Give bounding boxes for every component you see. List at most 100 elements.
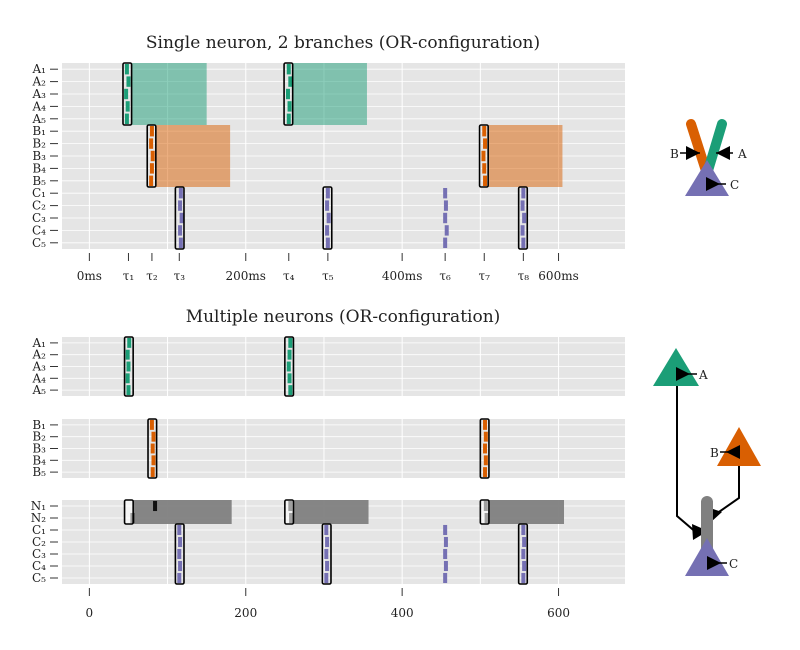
multi-0-spike-A-1-4 <box>288 385 293 396</box>
multi-2-spike-C-0-4 <box>177 572 182 584</box>
multi-2-box-2 <box>479 499 490 525</box>
multi-1-spike-B-0-3 <box>151 455 156 466</box>
multi-2-shade-0 <box>133 500 232 524</box>
single-spike-B-1-2 <box>481 150 486 162</box>
diagram1-label-a: A <box>737 147 747 161</box>
single-spike-A-0-4 <box>124 113 129 125</box>
multi-1-spike-B-0-0 <box>149 419 154 430</box>
single-row-label-7: B₃ <box>32 149 46 163</box>
multi-2-row-label-6: C₅ <box>32 571 46 585</box>
single-spike-A-1-2 <box>285 88 290 100</box>
multi-1-spike-B-1-1 <box>483 431 488 442</box>
single-spike-B-0-0 <box>149 125 154 137</box>
multi-2-spike-C-1-4 <box>324 572 329 584</box>
single-spike-B-0-2 <box>150 150 155 162</box>
multi-1-row-label-1: B₂ <box>32 430 46 444</box>
single-xtick-label-10: τ₈ <box>518 269 530 283</box>
single-spike-C-1-0 <box>325 187 330 199</box>
single-xtick-label-5: τ₄ <box>283 269 295 283</box>
single-spike-C-2-0 <box>443 187 448 199</box>
single-xtick-label-8: τ₆ <box>439 269 451 283</box>
multi-1-spike-B-1-0 <box>483 419 488 430</box>
single-xtick-label-2: τ₂ <box>146 269 158 283</box>
single-row-label-1: A₂ <box>32 75 47 89</box>
multi-xtick-label-1: 200 <box>234 606 257 620</box>
single-spike-C-1-2 <box>326 212 331 224</box>
multi-1-spike-B-1-4 <box>483 467 488 478</box>
single-row-label-14: C₅ <box>32 236 46 250</box>
multi-2-row-label-0: N₁ <box>31 499 46 513</box>
multi-2-spike-C-0-2 <box>177 548 182 560</box>
diagram1-label-b: B <box>670 147 679 161</box>
diagram2-label-a: A <box>698 368 708 382</box>
multi-2-row-label-1: N₂ <box>31 511 47 525</box>
single-row-label-13: C₄ <box>32 223 46 237</box>
multi-xtick-label-2: 400 <box>391 606 414 620</box>
multi-0-row-label-0: A₁ <box>32 336 46 350</box>
multi-2-spike-C-3-4 <box>521 572 526 584</box>
multi-2-spike-C-2-2 <box>443 548 448 560</box>
multi-1-spike-B-1-2 <box>483 443 488 454</box>
multi-0-box-0 <box>123 336 134 397</box>
single-shade-2 <box>155 125 231 187</box>
multi-0-row-label-1: A₂ <box>32 348 47 362</box>
multi-2-shade-1 <box>293 500 369 524</box>
multi-0-box-1 <box>284 336 295 397</box>
multi-1-spike-B-0-2 <box>150 443 155 454</box>
multi-2-box-4 <box>321 523 332 585</box>
single-spike-C-3-1 <box>520 200 525 211</box>
single-spike-C-3-2 <box>522 212 527 224</box>
single-xtick-label-4: 200ms <box>226 269 266 283</box>
multi-2-row-label-2: C₁ <box>32 523 46 537</box>
single-row-label-8: B₄ <box>32 161 46 175</box>
single-spike-C-1-4 <box>325 237 330 249</box>
multi-2-spike-C-1-2 <box>324 548 329 560</box>
single-xtick-label-6: τ₅ <box>322 269 334 283</box>
chart-title-multiple: Multiple neurons (OR-configuration) <box>186 307 501 327</box>
axon-b <box>715 466 740 515</box>
single-row-label-0: A₁ <box>32 62 46 76</box>
single-spike-A-0-1 <box>126 76 131 87</box>
multi-2-shade-2 <box>488 500 565 524</box>
single-box-4 <box>174 186 185 250</box>
multi-0-spike-A-0-1 <box>125 349 130 360</box>
multi-2-spike-C-1-0 <box>324 524 329 536</box>
single-spike-B-1-3 <box>482 163 487 174</box>
single-spike-C-2-3 <box>444 225 449 236</box>
multi-1-row-label-2: B₃ <box>32 442 46 456</box>
multi-1-box-1 <box>479 418 490 479</box>
multi-2-row-label-3: C₂ <box>32 535 46 549</box>
single-spike-C-0-0 <box>178 187 183 199</box>
single-spike-A-0-3 <box>125 101 130 112</box>
single-xtick-label-7: 400ms <box>382 269 422 283</box>
single-row-label-3: A₄ <box>32 99 47 113</box>
axon-a <box>676 385 699 535</box>
multi-1-spike-B-1-3 <box>483 455 488 466</box>
multi-2-spike-C-0-3 <box>178 560 183 572</box>
single-row-label-4: A₅ <box>32 112 47 126</box>
single-spike-C-0-2 <box>179 212 184 224</box>
diagram1-label-c: C <box>730 178 739 192</box>
diagram-single-neuron: A B C <box>670 119 747 196</box>
single-spike-C-1-3 <box>325 225 330 236</box>
multi-2-spike-C-3-3 <box>522 560 527 572</box>
single-spike-C-0-4 <box>178 237 183 249</box>
multi-2-spike-C-3-0 <box>521 524 526 536</box>
single-spike-B-0-3 <box>149 163 154 174</box>
multi-2-spike-C-2-3 <box>443 560 448 572</box>
multi-0-spike-A-0-4 <box>126 385 131 396</box>
single-spike-A-1-0 <box>286 63 291 75</box>
single-spike-C-2-1 <box>443 200 448 211</box>
single-xtick-label-11: 600ms <box>538 269 578 283</box>
multi-2-box-3 <box>174 523 185 585</box>
single-spike-A-0-0 <box>124 63 129 75</box>
multi-xtick-label-3: 600 <box>547 606 570 620</box>
single-shade-1 <box>292 63 367 125</box>
multi-0-spike-A-1-3 <box>287 373 292 384</box>
single-spike-B-0-4 <box>149 175 154 187</box>
multi-1-spike-B-0-1 <box>151 431 156 442</box>
multi-2-spike-N-0-0 <box>153 500 158 512</box>
multi-1-row-label-3: B₄ <box>32 453 46 467</box>
